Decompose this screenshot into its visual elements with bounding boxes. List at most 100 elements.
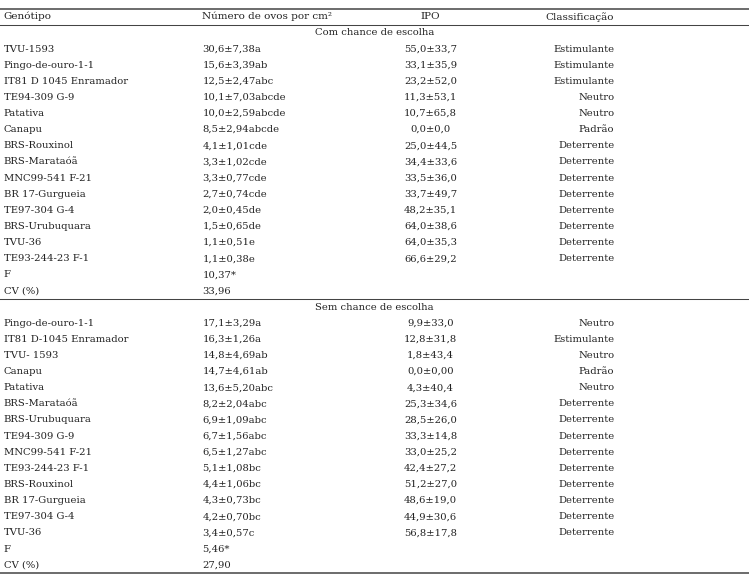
Text: 1,1±0,51e: 1,1±0,51e [202, 238, 255, 247]
Text: 5,46*: 5,46* [202, 544, 230, 554]
Text: TVU- 1593: TVU- 1593 [4, 351, 58, 360]
Text: TE97-304 G-4: TE97-304 G-4 [4, 512, 74, 521]
Text: 1,5±0,65de: 1,5±0,65de [202, 222, 261, 231]
Text: Deterrente: Deterrente [558, 400, 614, 408]
Text: CV (%): CV (%) [4, 287, 39, 295]
Text: 8,2±2,04abc: 8,2±2,04abc [202, 400, 267, 408]
Text: Deterrente: Deterrente [558, 448, 614, 457]
Text: CV (%): CV (%) [4, 560, 39, 570]
Text: Canapu: Canapu [4, 367, 43, 376]
Text: 51,2±27,0: 51,2±27,0 [404, 480, 457, 489]
Text: 10,37*: 10,37* [202, 270, 236, 279]
Text: Deterrente: Deterrente [558, 190, 614, 199]
Text: 3,3±1,02cde: 3,3±1,02cde [202, 157, 267, 166]
Text: Deterrente: Deterrente [558, 496, 614, 505]
Text: 2,0±0,45de: 2,0±0,45de [202, 206, 261, 215]
Text: Neutro: Neutro [578, 383, 614, 392]
Text: IT81 D 1045 Enramador: IT81 D 1045 Enramador [4, 77, 128, 86]
Text: Pingo-de-ouro-1-1: Pingo-de-ouro-1-1 [4, 318, 95, 328]
Text: 30,6±7,38a: 30,6±7,38a [202, 45, 261, 53]
Text: 6,9±1,09abc: 6,9±1,09abc [202, 416, 267, 424]
Text: TE94-309 G-9: TE94-309 G-9 [4, 431, 74, 441]
Text: 4,1±1,01cde: 4,1±1,01cde [202, 141, 267, 151]
Text: Deterrente: Deterrente [558, 416, 614, 424]
Text: Com chance de escolha: Com chance de escolha [315, 28, 434, 38]
Text: 23,2±52,0: 23,2±52,0 [404, 77, 457, 86]
Text: TE94-309 G-9: TE94-309 G-9 [4, 93, 74, 102]
Text: 44,9±30,6: 44,9±30,6 [404, 512, 457, 521]
Text: Sem chance de escolha: Sem chance de escolha [315, 303, 434, 312]
Text: Deterrente: Deterrente [558, 254, 614, 263]
Text: BR 17-Gurgueia: BR 17-Gurgueia [4, 190, 85, 199]
Text: BRS-Rouxinol: BRS-Rouxinol [4, 480, 73, 489]
Text: IPO: IPO [421, 12, 440, 21]
Text: 6,5±1,27abc: 6,5±1,27abc [202, 448, 267, 457]
Text: 33,3±14,8: 33,3±14,8 [404, 431, 458, 441]
Text: 1,1±0,38e: 1,1±0,38e [202, 254, 255, 263]
Text: BRS-Marataóã: BRS-Marataóã [4, 157, 79, 166]
Text: Deterrente: Deterrente [558, 157, 614, 166]
Text: 48,2±35,1: 48,2±35,1 [404, 206, 458, 215]
Text: Deterrente: Deterrente [558, 141, 614, 151]
Text: 12,5±2,47abc: 12,5±2,47abc [202, 77, 273, 86]
Text: 8,5±2,94abcde: 8,5±2,94abcde [202, 125, 279, 134]
Text: 10,7±65,8: 10,7±65,8 [404, 109, 457, 118]
Text: 1,8±43,4: 1,8±43,4 [407, 351, 454, 360]
Text: Deterrente: Deterrente [558, 206, 614, 215]
Text: 2,7±0,74cde: 2,7±0,74cde [202, 190, 267, 199]
Text: F: F [4, 270, 10, 279]
Text: Deterrente: Deterrente [558, 222, 614, 231]
Text: TVU-1593: TVU-1593 [4, 45, 55, 53]
Text: BRS-Rouxinol: BRS-Rouxinol [4, 141, 73, 151]
Text: TVU-36: TVU-36 [4, 238, 42, 247]
Text: 33,0±25,2: 33,0±25,2 [404, 448, 457, 457]
Text: IT81 D-1045 Enramador: IT81 D-1045 Enramador [4, 335, 128, 344]
Text: 0,0±0,00: 0,0±0,00 [407, 367, 454, 376]
Text: TVU-36: TVU-36 [4, 529, 42, 537]
Text: 25,3±34,6: 25,3±34,6 [404, 400, 457, 408]
Text: BRS-Urubuquara: BRS-Urubuquara [4, 416, 91, 424]
Text: 4,3±0,73bc: 4,3±0,73bc [202, 496, 261, 505]
Text: Canapu: Canapu [4, 125, 43, 134]
Text: 28,5±26,0: 28,5±26,0 [404, 416, 457, 424]
Text: Classificação: Classificação [546, 12, 614, 21]
Text: 3,3±0,77cde: 3,3±0,77cde [202, 174, 267, 182]
Text: MNC99-541 F-21: MNC99-541 F-21 [4, 174, 91, 182]
Text: Padrão: Padrão [579, 367, 614, 376]
Text: 17,1±3,29a: 17,1±3,29a [202, 318, 261, 328]
Text: 33,96: 33,96 [202, 287, 231, 295]
Text: 25,0±44,5: 25,0±44,5 [404, 141, 458, 151]
Text: 16,3±1,26a: 16,3±1,26a [202, 335, 261, 344]
Text: Estimulante: Estimulante [553, 45, 614, 53]
Text: 9,9±33,0: 9,9±33,0 [407, 318, 454, 328]
Text: Padrão: Padrão [579, 125, 614, 134]
Text: BRS-Marataóã: BRS-Marataóã [4, 400, 79, 408]
Text: 33,7±49,7: 33,7±49,7 [404, 190, 457, 199]
Text: 12,8±31,8: 12,8±31,8 [404, 335, 458, 344]
Text: 13,6±5,20abc: 13,6±5,20abc [202, 383, 273, 392]
Text: Deterrente: Deterrente [558, 464, 614, 473]
Text: TE97-304 G-4: TE97-304 G-4 [4, 206, 74, 215]
Text: Deterrente: Deterrente [558, 174, 614, 182]
Text: 4,3±40,4: 4,3±40,4 [407, 383, 454, 392]
Text: 0,0±0,0: 0,0±0,0 [410, 125, 451, 134]
Text: 55,0±33,7: 55,0±33,7 [404, 45, 457, 53]
Text: 15,6±3,39ab: 15,6±3,39ab [202, 61, 267, 69]
Text: 33,5±36,0: 33,5±36,0 [404, 174, 457, 182]
Text: 5,1±1,08bc: 5,1±1,08bc [202, 464, 261, 473]
Text: 3,4±0,57c: 3,4±0,57c [202, 529, 255, 537]
Text: Deterrente: Deterrente [558, 529, 614, 537]
Text: Neutro: Neutro [578, 93, 614, 102]
Text: 4,2±0,70bc: 4,2±0,70bc [202, 512, 261, 521]
Text: 10,1±7,03abcde: 10,1±7,03abcde [202, 93, 286, 102]
Text: 42,4±27,2: 42,4±27,2 [404, 464, 458, 473]
Text: Estimulante: Estimulante [553, 61, 614, 69]
Text: Estimulante: Estimulante [553, 335, 614, 344]
Text: 64,0±38,6: 64,0±38,6 [404, 222, 457, 231]
Text: Genótipo: Genótipo [4, 12, 52, 21]
Text: BRS-Urubuquara: BRS-Urubuquara [4, 222, 91, 231]
Text: BR 17-Gurgueia: BR 17-Gurgueia [4, 496, 85, 505]
Text: MNC99-541 F-21: MNC99-541 F-21 [4, 448, 91, 457]
Text: 10,0±2,59abcde: 10,0±2,59abcde [202, 109, 285, 118]
Text: F: F [4, 544, 10, 554]
